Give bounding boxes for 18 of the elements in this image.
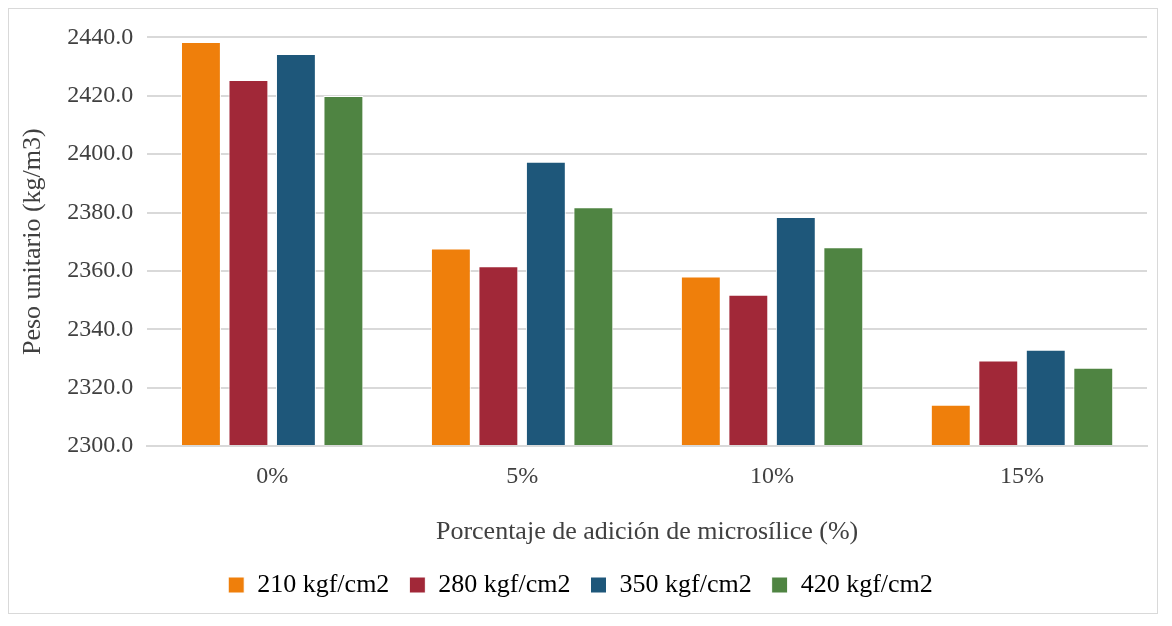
x-tick-label: 0% [256, 461, 289, 488]
y-axis-title: Peso unitario (kg/m3) [17, 128, 47, 356]
y-tick-label: 2360.0 [67, 256, 134, 283]
x-tick-label: 5% [506, 461, 539, 488]
y-tick-label: 2440.0 [67, 22, 134, 49]
y-tick-label: 2300.0 [67, 431, 134, 458]
y-tick-label: 2420.0 [67, 81, 134, 108]
y-tick-label: 2380.0 [67, 197, 134, 224]
y-tick-label: 2340.0 [67, 314, 134, 341]
x-tick-label: 15% [1000, 461, 1045, 488]
legend-label: 280 kgf/cm2 [438, 568, 571, 598]
legend-label: 420 kgf/cm2 [800, 568, 933, 598]
x-axis-title: Porcentaje de adición de microsílice (%) [435, 516, 859, 546]
x-tick-label: 10% [750, 461, 795, 488]
y-tick-label: 2400.0 [67, 139, 134, 166]
legend-label: 350 kgf/cm2 [619, 568, 752, 598]
y-tick-label: 2320.0 [67, 372, 134, 399]
legend-label: 210 kgf/cm2 [257, 568, 390, 598]
